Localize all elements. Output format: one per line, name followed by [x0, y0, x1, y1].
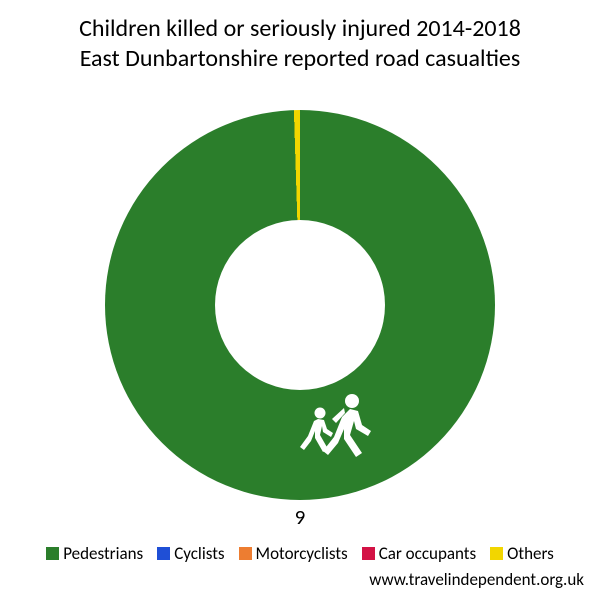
legend-swatch: [157, 547, 170, 560]
legend-label: Pedestrians: [63, 543, 143, 564]
legend-item: Pedestrians: [46, 543, 143, 564]
donut-chart: 9: [105, 110, 495, 500]
pedestrians-icon: [300, 391, 380, 466]
legend-swatch: [362, 547, 375, 560]
credit-line: www.travelindependent.org.uk: [369, 569, 584, 590]
legend-item: Cyclists: [157, 543, 224, 564]
legend-swatch: [239, 547, 252, 560]
legend-label: Motorcyclists: [256, 543, 348, 564]
legend-swatch: [490, 547, 503, 560]
legend-swatch: [46, 547, 59, 560]
title-line-2: East Dunbartonshire reported road casual…: [0, 44, 600, 74]
legend-item: Others: [490, 543, 554, 564]
legend-item: Motorcyclists: [239, 543, 348, 564]
legend-label: Car occupants: [379, 543, 476, 564]
legend-label: Cyclists: [174, 543, 224, 564]
donut-hole: [215, 220, 385, 390]
chart-title: Children killed or seriously injured 201…: [0, 0, 600, 74]
legend-item: Car occupants: [362, 543, 476, 564]
legend: Pedestrians Cyclists Motorcyclists Car occu…: [0, 543, 600, 564]
legend-label: Others: [507, 543, 554, 564]
donut-ring: [105, 110, 495, 500]
title-line-1: Children killed or seriously injured 201…: [0, 14, 600, 44]
slice-value-label: 9: [295, 504, 306, 530]
